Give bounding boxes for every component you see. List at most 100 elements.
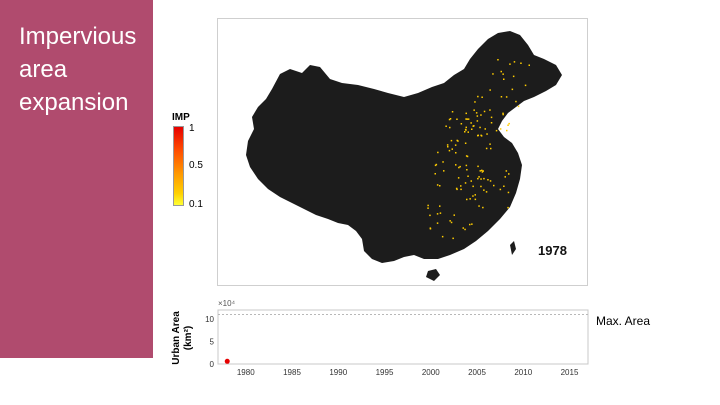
- max-area-label: Max. Area: [596, 314, 651, 328]
- urban-dot: [473, 109, 475, 111]
- urban-dot: [429, 214, 431, 217]
- y-tick-label: 10: [205, 315, 214, 324]
- urban-dot: [460, 185, 462, 187]
- urban-dot: [467, 131, 469, 133]
- urban-dot: [481, 171, 484, 173]
- urban-dot: [502, 73, 504, 75]
- urban-dot: [480, 185, 482, 188]
- urban-dot: [429, 227, 432, 229]
- x-tick-label: 1980: [237, 368, 255, 377]
- slide-title-line-3: expansion: [19, 89, 129, 116]
- urban-dot: [515, 100, 517, 103]
- urban-dot: [456, 139, 458, 142]
- urban-dot: [502, 112, 504, 115]
- urban-dot: [474, 198, 477, 201]
- urban-dot: [471, 223, 473, 225]
- urban-dot: [449, 118, 452, 120]
- urban-dot: [512, 75, 515, 78]
- urban-dot: [449, 126, 451, 129]
- urban-dot: [495, 129, 498, 132]
- urban-dot: [502, 113, 504, 116]
- urban-dot: [467, 175, 469, 177]
- urban-dot: [427, 204, 429, 207]
- urban-dot: [466, 118, 468, 120]
- urban-dot: [500, 70, 502, 73]
- urban-dot: [473, 125, 475, 127]
- urban-dot: [439, 212, 442, 214]
- urban-dot: [499, 188, 502, 191]
- urban-dot: [478, 176, 480, 178]
- urban-dot: [483, 189, 485, 191]
- urban-dot: [455, 187, 458, 190]
- urban-dot: [481, 169, 483, 172]
- urban-dot: [452, 237, 454, 240]
- y-axis-multiplier: ×10⁴: [218, 299, 236, 308]
- urban-dot: [508, 122, 510, 125]
- china-map: [246, 31, 562, 281]
- urban-dot: [474, 101, 476, 103]
- hainan-island: [426, 269, 440, 281]
- x-axis-ticks: 1980 1985 1990 1995 2000 2005 2010 2015: [237, 368, 579, 377]
- urban-dot: [489, 109, 491, 111]
- urban-dot: [439, 205, 441, 207]
- chart-plot-area: [217, 309, 589, 365]
- urban-dot: [442, 161, 444, 163]
- urban-dot: [439, 185, 441, 187]
- urban-dot: [437, 151, 439, 154]
- urban-dot: [489, 180, 492, 182]
- urban-dot: [490, 122, 493, 124]
- urban-dot: [500, 96, 503, 98]
- urban-dot: [517, 105, 520, 108]
- urban-dot: [477, 165, 479, 168]
- legend-tick-min: 0.1: [189, 199, 203, 210]
- urban-dot: [448, 149, 451, 152]
- taiwan-island: [510, 241, 516, 255]
- urban-dot: [504, 176, 506, 178]
- urban-dot: [486, 133, 488, 135]
- urban-dot: [471, 128, 473, 130]
- urban-dot: [456, 118, 458, 120]
- urban-dot: [446, 144, 449, 146]
- urban-dot: [436, 222, 439, 224]
- year-label: 1978: [538, 243, 567, 258]
- urban-dot: [467, 118, 470, 120]
- urban-dot: [480, 114, 482, 116]
- urban-dot: [465, 126, 467, 129]
- urban-dot: [475, 112, 478, 114]
- slide-title-line-1: Impervious: [19, 23, 137, 50]
- urban-dot: [489, 143, 491, 145]
- x-tick-label: 1995: [376, 368, 394, 377]
- title-panel: Impervious area expansion: [0, 0, 153, 358]
- urban-dot: [479, 126, 481, 129]
- urban-dot: [469, 223, 471, 226]
- urban-dot: [487, 179, 489, 181]
- x-tick-label: 1985: [283, 368, 301, 377]
- urban-dot: [524, 84, 527, 87]
- urban-dot: [445, 125, 447, 127]
- x-tick-label: 2010: [514, 368, 532, 377]
- urban-dot: [509, 63, 511, 65]
- urban-dot: [480, 134, 482, 137]
- urban-dot: [513, 61, 516, 63]
- urban-dot: [482, 170, 484, 172]
- urban-dot: [447, 146, 449, 148]
- urban-dot: [464, 182, 467, 184]
- x-tick-label: 2015: [561, 368, 579, 377]
- urban-dot: [482, 206, 484, 209]
- urban-dot: [470, 180, 472, 182]
- data-points: [224, 358, 230, 364]
- china-landmass: [246, 31, 562, 263]
- urban-dot: [460, 123, 463, 125]
- urban-dot: [472, 185, 474, 188]
- urban-dot: [507, 206, 509, 209]
- x-tick-label: 2000: [422, 368, 440, 377]
- urban-dot: [465, 164, 468, 167]
- urban-dot: [472, 195, 474, 197]
- x-tick-label: 2005: [468, 368, 486, 377]
- urban-dot: [477, 95, 479, 98]
- y-axis-label: Urban Area: [171, 311, 182, 365]
- urban-dot: [450, 221, 453, 224]
- urban-dot: [443, 170, 445, 172]
- slide-title-line-2: area: [19, 56, 68, 83]
- urban-dot: [480, 178, 482, 180]
